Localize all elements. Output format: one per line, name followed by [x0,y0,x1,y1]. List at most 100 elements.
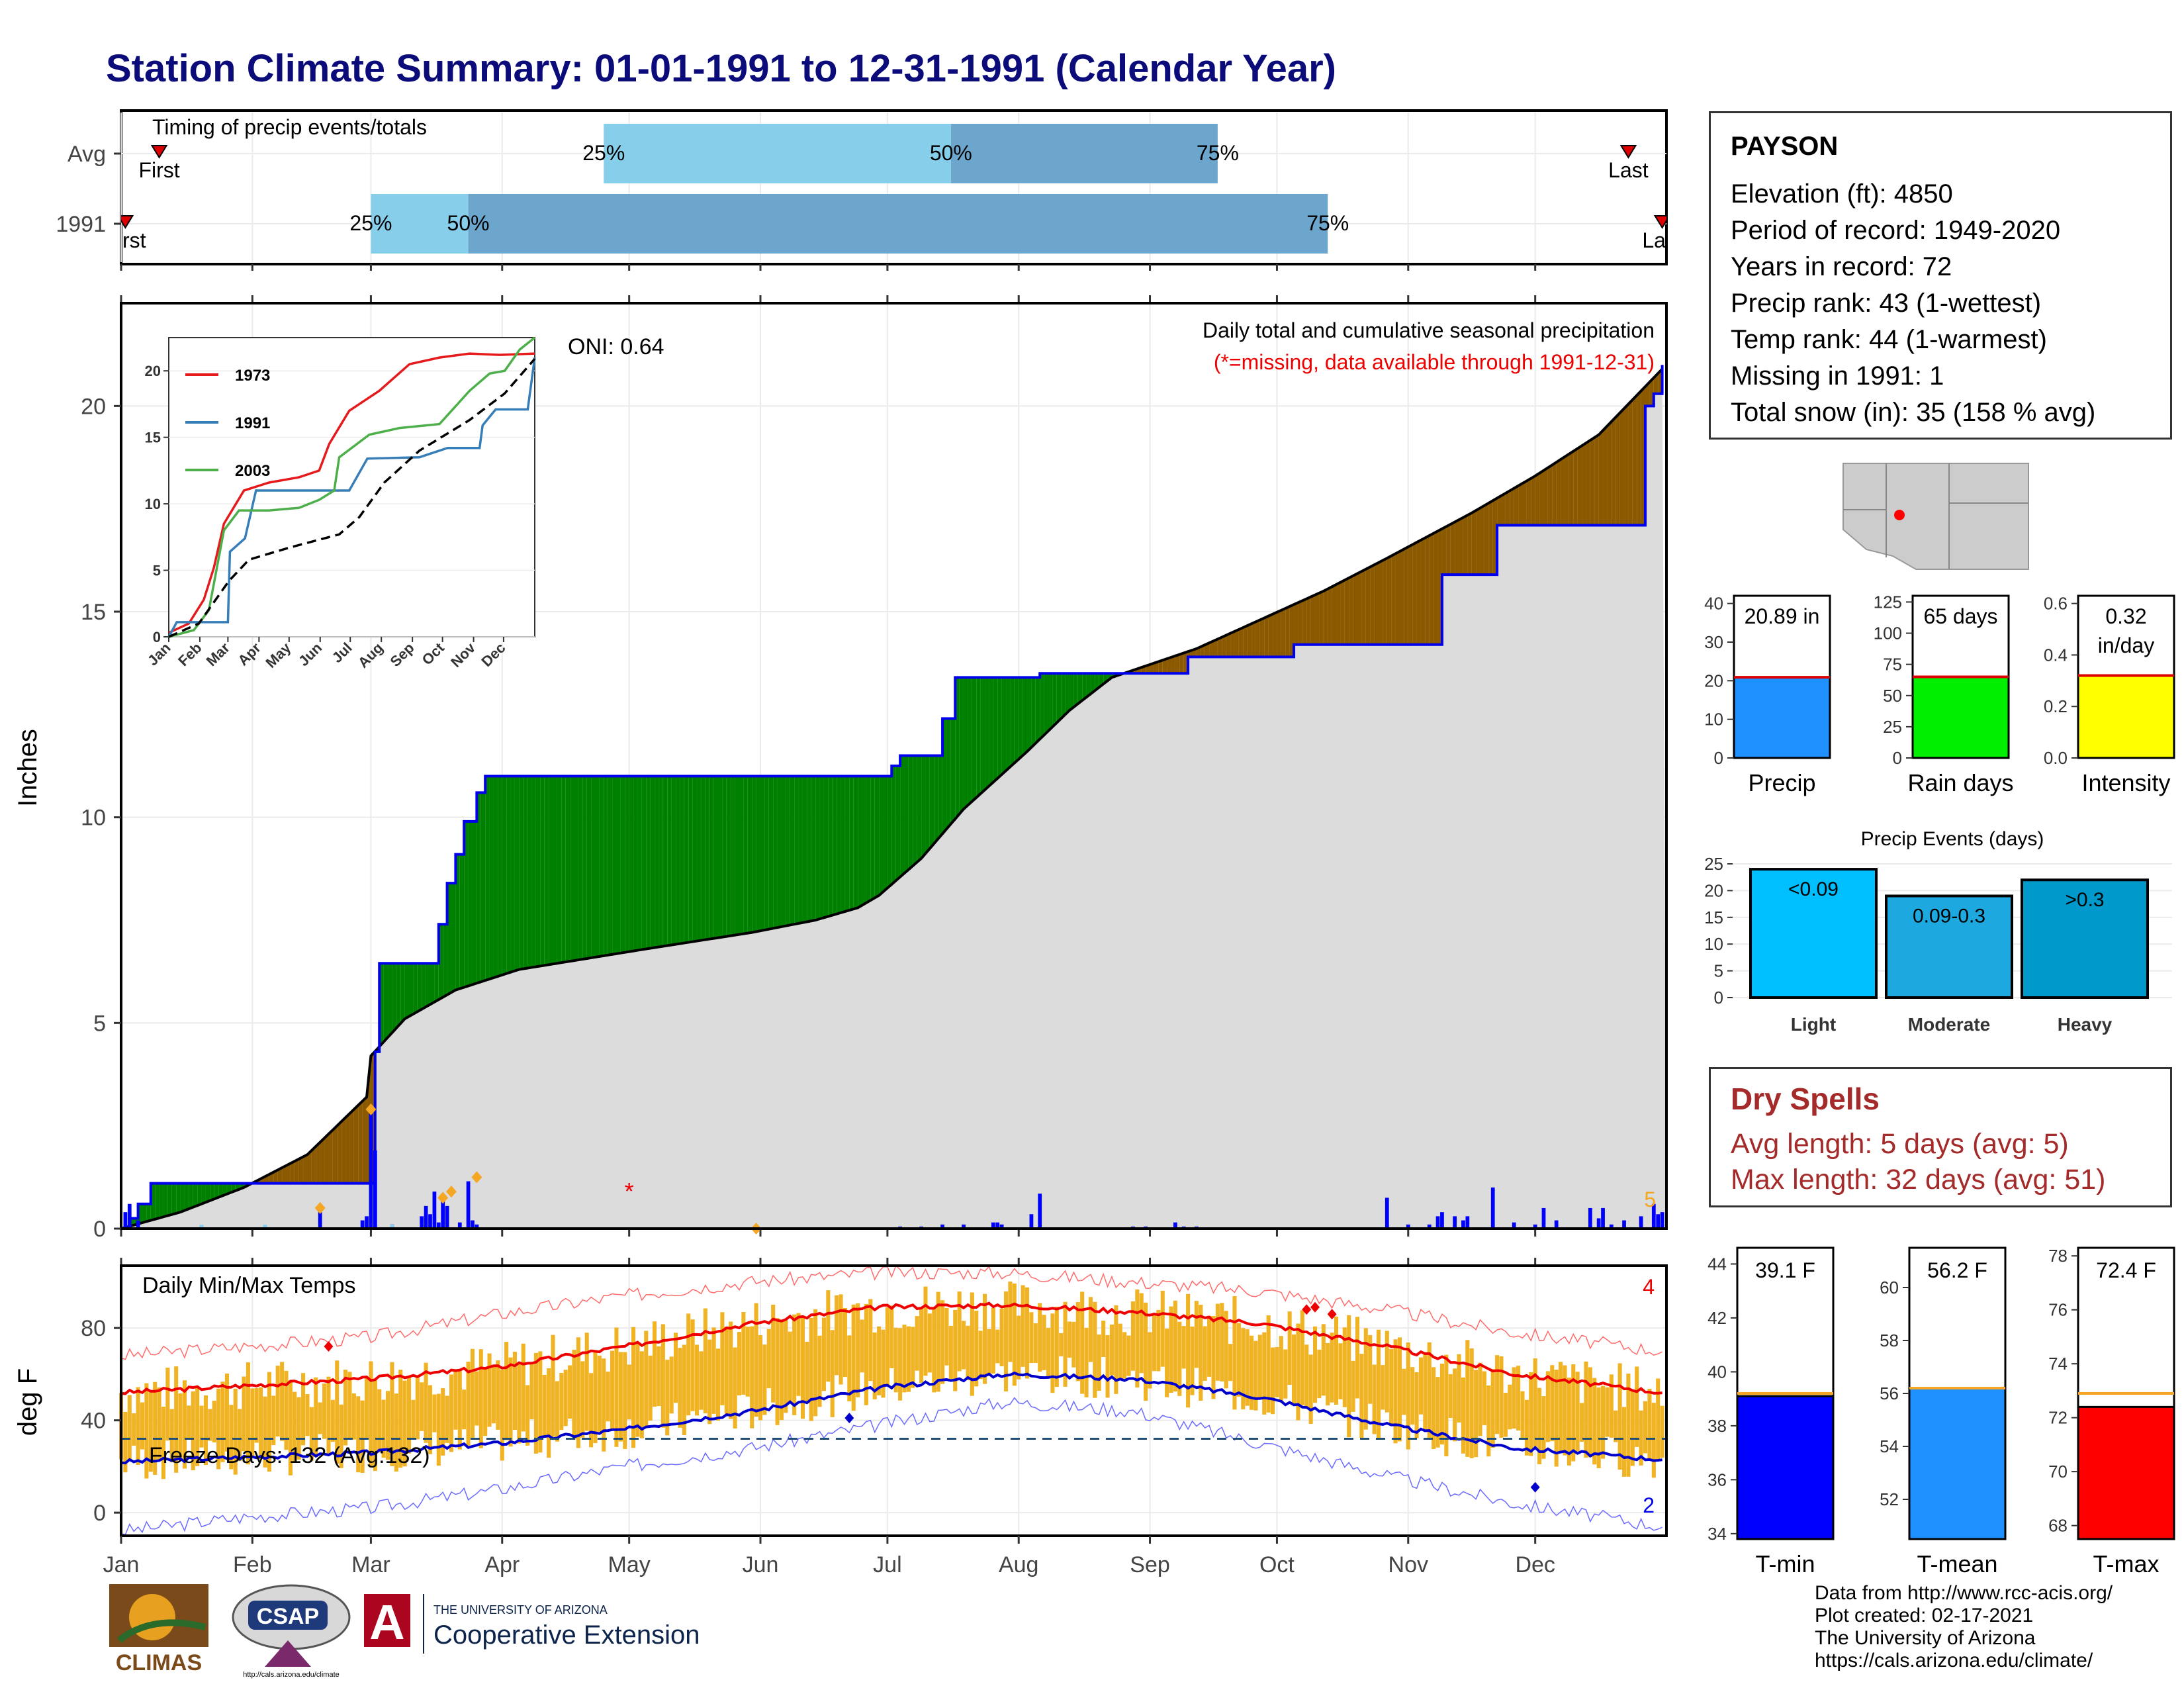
deficit-area [1467,512,1472,575]
inset-legend-label: 1991 [235,414,270,432]
deficit-area [1205,643,1210,657]
daily-temp-bar [766,1329,771,1389]
daily-temp-bar [533,1352,538,1454]
daily-temp-bar [525,1385,530,1446]
timing-p25-label: 25% [582,141,625,165]
daily-temp-bar [309,1407,314,1461]
daily-temp-bar [296,1397,301,1460]
surplus-area [510,776,515,972]
daily-temp-bar [1563,1365,1567,1456]
surplus-area [908,755,913,870]
surplus-area [811,776,816,921]
daily-precip-bar [475,1224,479,1229]
deficit-area [1150,663,1154,674]
surplus-area [786,776,790,926]
deficit-area [1179,653,1184,674]
avg-max-line [120,1301,1662,1395]
deficit-area [1383,558,1387,645]
deficit-area [1357,571,1362,645]
daily-temp-bar [466,1362,471,1446]
timing-row-label: 1991 [56,212,106,237]
daily-temp-bar [559,1372,564,1430]
daily-precip-bar [1601,1207,1605,1229]
surplus-area [823,776,829,918]
month-label: Jul [873,1552,901,1577]
precip-frame [120,302,1668,1230]
surplus-area [549,776,553,965]
surplus-area [1019,677,1023,759]
daily-temp-bar [157,1387,161,1462]
daily-temp-bar [1203,1326,1207,1381]
surplus-area [726,776,731,937]
surplus-area [849,776,854,911]
surplus-area [459,854,465,989]
daily-temp-bar [224,1373,229,1452]
daily-precip-bar [1651,1203,1656,1229]
mini-bar-tick-label: 10 [1704,710,1723,729]
month-label: Sep [1130,1552,1170,1577]
daily-temp-bar [529,1363,534,1420]
precip-y-label: Inches [13,729,42,807]
timing-title: Timing of precip events/totals [152,115,427,139]
surplus-area [485,776,490,981]
daily-precip-bar-light [263,1225,267,1229]
surplus-area [574,776,578,961]
mini-bar-unit: in/day [2098,633,2154,657]
credit-plot-created: Plot created: 02-17-2021 [1815,1605,2034,1626]
daily-temp-bar [1529,1372,1533,1456]
timing-last-label: Last [1642,228,1682,252]
deficit-area [1209,641,1214,657]
daily-temp-bar [1435,1377,1440,1448]
daily-temp-bar [665,1360,670,1436]
mini-bar-fill [1911,676,2010,759]
daily-precip-bar [136,1220,140,1229]
daily-temp-bar [441,1388,445,1456]
surplus-area [676,776,680,945]
surplus-area [709,776,714,939]
daily-temp-bar [1457,1354,1461,1423]
daily-temp-bar [1326,1342,1330,1406]
surplus-area [201,1183,206,1204]
daily-precip-bar [999,1224,1004,1229]
deficit-area [1645,382,1650,406]
surplus-area [1090,673,1095,694]
daily-temp-bar [1334,1316,1339,1405]
deficit-area [1294,602,1298,645]
surplus-area [659,776,663,947]
daily-temp-bar [487,1353,492,1427]
daily-temp-bar [758,1335,763,1421]
temp-panel: 0 40 80 Daily Min/Max Temps Freeze Days: 1… [13,1258,1668,1577]
temp-title: Daily Min/Max Temps [142,1273,355,1298]
daily-temp-bar [1656,1378,1661,1460]
surplus-area [874,776,880,898]
deficit-area [1251,622,1256,657]
station-temp-rank: Temp rank: 44 (1-warmest) [1731,325,2047,354]
surplus-area [451,883,456,993]
events-y-tick-label: 5 [1714,961,1723,981]
surplus-area [604,776,608,956]
surplus-area [498,776,502,976]
daily-temp-bar [390,1362,394,1466]
daily-temp-bar [1084,1328,1089,1397]
inset-series-line [167,357,536,637]
inset-legend-label: 2003 [235,462,270,480]
daily-precip-bar [466,1181,471,1229]
surplus-area [777,776,782,928]
deficit-area [1433,531,1438,645]
daily-temp-bar [1271,1347,1275,1415]
daily-temp-bar [199,1405,204,1448]
daily-temp-bar [1537,1387,1542,1465]
surplus-area [1082,673,1087,701]
daily-temp-bar [161,1407,166,1479]
surplus-area [997,677,1002,778]
daily-temp-bar [478,1349,483,1448]
surplus-area [866,776,871,903]
temp-bar-tick-label: 58 [1880,1331,1899,1350]
daily-temp-bar [1432,1367,1436,1450]
deficit-area [1552,462,1557,526]
deficit-area [1365,567,1371,645]
daily-temp-bar [1372,1364,1377,1434]
avg-cumulative-line [120,368,1664,1230]
daily-temp-bar [1584,1361,1588,1458]
daily-precip-bar [420,1216,424,1229]
